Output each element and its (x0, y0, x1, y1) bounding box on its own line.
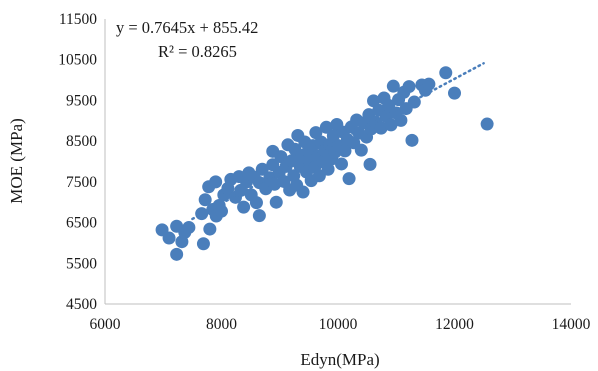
data-point (249, 196, 263, 210)
data-point (386, 79, 400, 93)
data-point (439, 66, 453, 80)
y-tick-label: 6500 (66, 215, 97, 232)
data-point (274, 150, 288, 164)
r-squared-label: R² = 0.8265 (158, 42, 237, 61)
y-tick-label: 5500 (66, 255, 97, 272)
data-point (384, 118, 398, 132)
data-point (342, 172, 356, 186)
equation-label: y = 0.7645x + 855.42 (116, 18, 258, 37)
data-point (374, 121, 388, 135)
x-tick-label: 12000 (435, 316, 474, 333)
y-tick-label: 9500 (66, 92, 97, 109)
data-point (448, 86, 461, 100)
y-tick-label: 7500 (66, 174, 97, 191)
data-points (155, 66, 494, 261)
data-point (422, 77, 436, 91)
y-axis-title: MOE (MPa) (7, 118, 26, 203)
x-axis-title: Edyn(MPa) (300, 350, 379, 369)
data-point (480, 117, 494, 131)
data-point (203, 222, 217, 236)
x-tick-label: 8000 (206, 316, 237, 333)
data-point (162, 231, 176, 245)
data-point (209, 175, 223, 189)
data-point (269, 195, 283, 209)
data-point (198, 193, 212, 207)
data-point (182, 220, 196, 234)
data-point (405, 133, 419, 147)
y-tick-label: 10500 (58, 52, 97, 69)
x-tick-label: 6000 (90, 316, 121, 333)
data-point (255, 162, 269, 176)
plot-area (104, 19, 571, 305)
x-tick-label: 10000 (319, 316, 358, 333)
data-point (402, 80, 416, 94)
data-point (196, 237, 210, 251)
y-tick-label: 8500 (66, 133, 97, 150)
data-point (394, 113, 408, 127)
y-tick-label: 4500 (66, 296, 97, 313)
data-point (321, 162, 335, 176)
data-point (296, 185, 310, 199)
linear-trendline (191, 62, 485, 221)
data-point (326, 129, 340, 143)
data-point (338, 144, 352, 158)
data-point (237, 200, 251, 214)
x-tick-labels: 6000 8000 10000 12000 14000 (90, 316, 591, 333)
data-point (170, 247, 184, 261)
y-tick-labels: 4500 5500 6500 7500 8500 9500 10500 11500 (58, 11, 97, 313)
data-point (252, 209, 266, 223)
data-point (334, 157, 348, 171)
x-tick-label: 14000 (552, 316, 591, 333)
y-tick-label: 11500 (59, 11, 97, 28)
data-point (215, 204, 228, 218)
data-point (354, 143, 368, 157)
data-point (363, 157, 377, 171)
